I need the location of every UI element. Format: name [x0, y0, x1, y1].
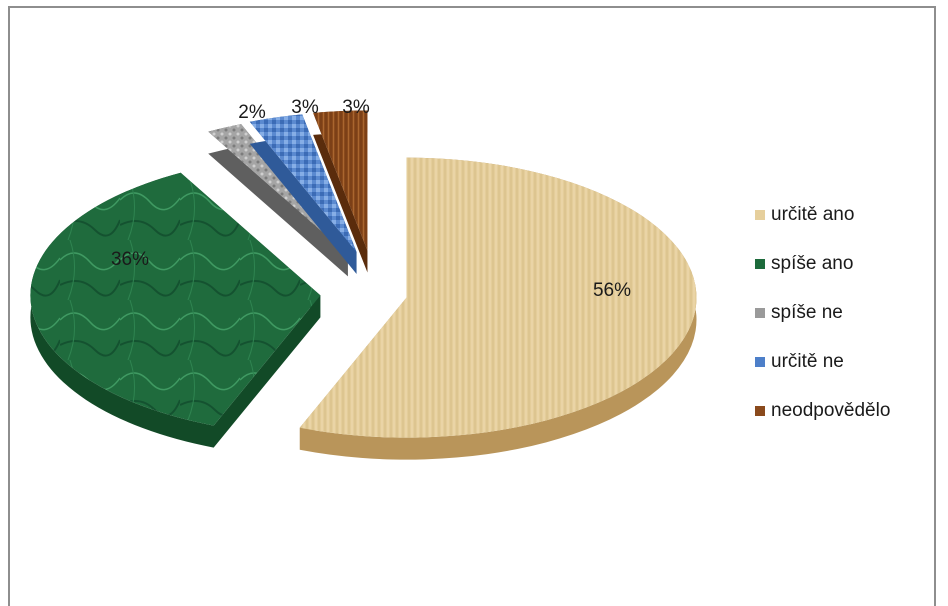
pie-slice-side: [249, 114, 357, 274]
pie-slice-urcite-ano: [299, 157, 697, 460]
pie-slice-top: [313, 110, 368, 251]
legend-item-spise-ano: spíše ano: [755, 239, 890, 288]
pie-data-labels: 56% 36% 2% 3% 3%: [111, 97, 631, 301]
legend-label: neodpovědělo: [771, 399, 891, 421]
pie-slice-top: [249, 114, 357, 252]
legend-item-urcite-ne: určitě ne: [755, 337, 890, 386]
legend-label: určitě ano: [771, 203, 855, 225]
legend-swatch: [755, 356, 765, 367]
chart-legend: určitě ano spíše ano spíše ne určitě ne neod…: [755, 190, 890, 435]
legend-swatch: [755, 209, 765, 220]
pie-slice-top: [299, 157, 697, 438]
data-label-urcite-ano: 56%: [593, 280, 631, 301]
legend-label: spíše ne: [771, 301, 843, 323]
legend-label: spíše ano: [771, 252, 854, 274]
pie-slice-urcite-ne: [249, 114, 357, 274]
legend-item-neodpovedelo: neodpovědělo: [755, 386, 890, 435]
data-label-neodpovedelo: 3%: [342, 97, 370, 118]
legend-item-urcite-ano: určitě ano: [755, 190, 890, 239]
legend-swatch: [755, 258, 765, 269]
pie-slice-top: [208, 124, 348, 255]
legend-swatch: [755, 307, 765, 318]
data-label-urcite-ne: 3%: [291, 97, 319, 118]
pie-slice-spise-ne: [208, 124, 348, 277]
pie-slice-spise-ano: [30, 172, 321, 448]
legend-swatch: [755, 405, 765, 416]
data-label-spise-ano: 36%: [111, 249, 149, 270]
pie-slices: [30, 110, 697, 460]
legend-label: určitě ne: [771, 350, 844, 372]
pie-slice-side: [208, 124, 348, 277]
pie-slice-side: [313, 110, 368, 273]
legend-item-spise-ne: spíše ne: [755, 288, 890, 337]
pie-slice-top: [30, 172, 321, 426]
pie-slice-neodpovedelo: [313, 110, 368, 273]
data-label-spise-ne: 2%: [238, 102, 266, 123]
